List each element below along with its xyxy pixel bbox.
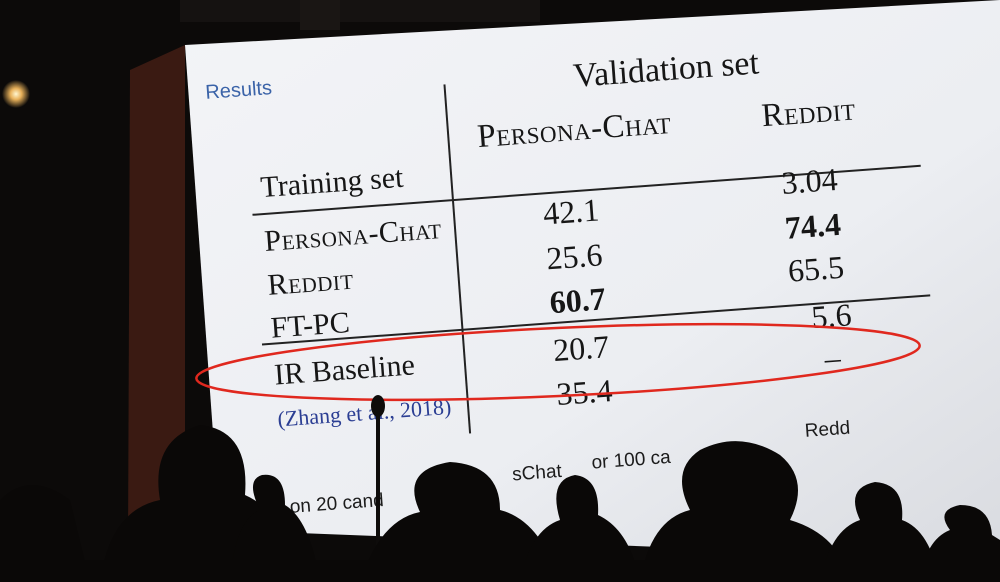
microphone-stand (376, 412, 380, 582)
highlight-ellipse (195, 323, 921, 401)
ceiling-truss (180, 0, 540, 22)
audience-silhouettes (0, 425, 1000, 582)
projection-screen (185, 0, 1000, 560)
ceiling-lamp (2, 80, 30, 108)
ceiling-fixture (300, 0, 340, 30)
microphone-head (371, 395, 385, 417)
side-wall (128, 45, 185, 545)
